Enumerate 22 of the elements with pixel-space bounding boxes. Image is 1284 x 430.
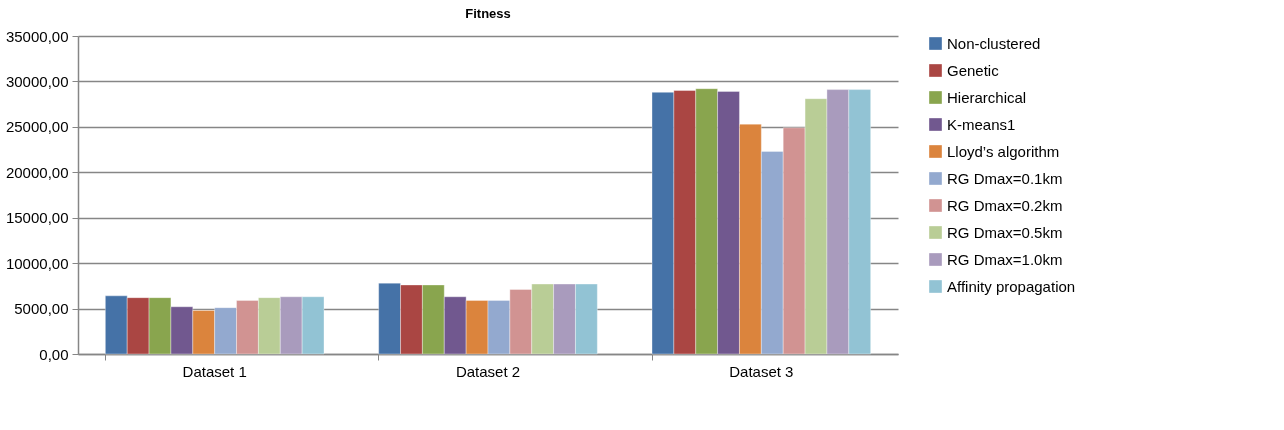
y-tick-label: 10000,00	[5, 254, 69, 272]
y-tick-label: 15000,00	[5, 209, 69, 227]
chart-title: Fitness	[465, 6, 511, 21]
legend-label: Non-clustered	[947, 34, 1041, 52]
x-tick-label: Dataset 2	[455, 362, 521, 380]
x-tick-label: Dataset 1	[182, 362, 247, 380]
legend-label: Genetic	[947, 61, 1000, 79]
legend-label: RG Dmax=0.2km	[947, 196, 1063, 214]
x-tick-label: Dataset 3	[729, 362, 794, 380]
y-tick-label: 0,00	[39, 345, 69, 363]
legend-label: Lloyd’s algorithm	[947, 142, 1060, 160]
y-tick-label: 35000,00	[5, 27, 69, 45]
legend-label: RG Dmax=1.0km	[947, 250, 1063, 268]
y-tick-label: 25000,00	[5, 118, 69, 136]
y-tick-label: 30000,00	[5, 72, 69, 90]
legend-label: Hierarchical	[947, 88, 1027, 106]
legend-label: RG Dmax=0.1km	[947, 169, 1063, 187]
y-tick-label: 5000,00	[14, 300, 69, 318]
legend-label: RG Dmax=0.5km	[947, 223, 1063, 241]
legend-label: Affinity propagation	[947, 277, 1076, 295]
legend-label: K-means1	[947, 115, 1016, 133]
y-tick-label: 20000,00	[5, 163, 69, 181]
